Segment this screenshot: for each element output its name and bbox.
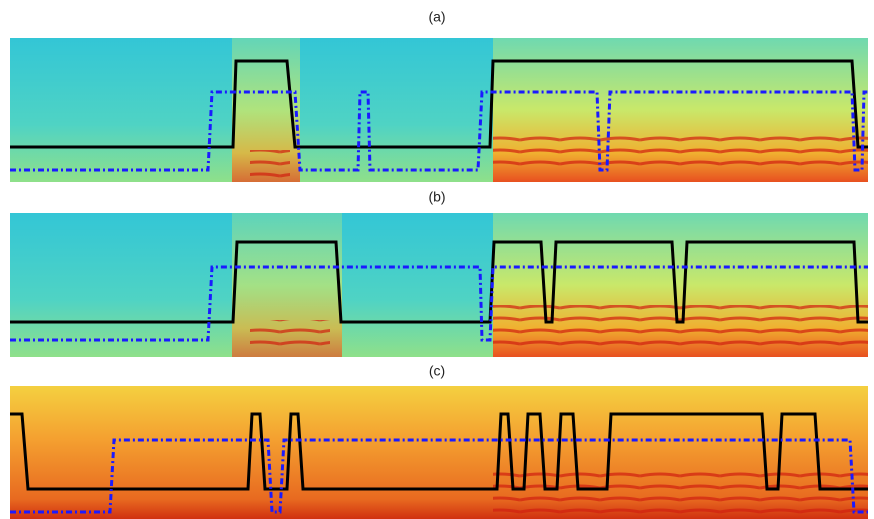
spectrogram-a xyxy=(10,38,868,182)
panel-label: (a) xyxy=(428,9,445,25)
panel-label: (c) xyxy=(429,363,445,379)
panel-label: (b) xyxy=(428,189,445,205)
spectrogram-b xyxy=(10,213,868,357)
spectrogram-c xyxy=(10,386,868,519)
